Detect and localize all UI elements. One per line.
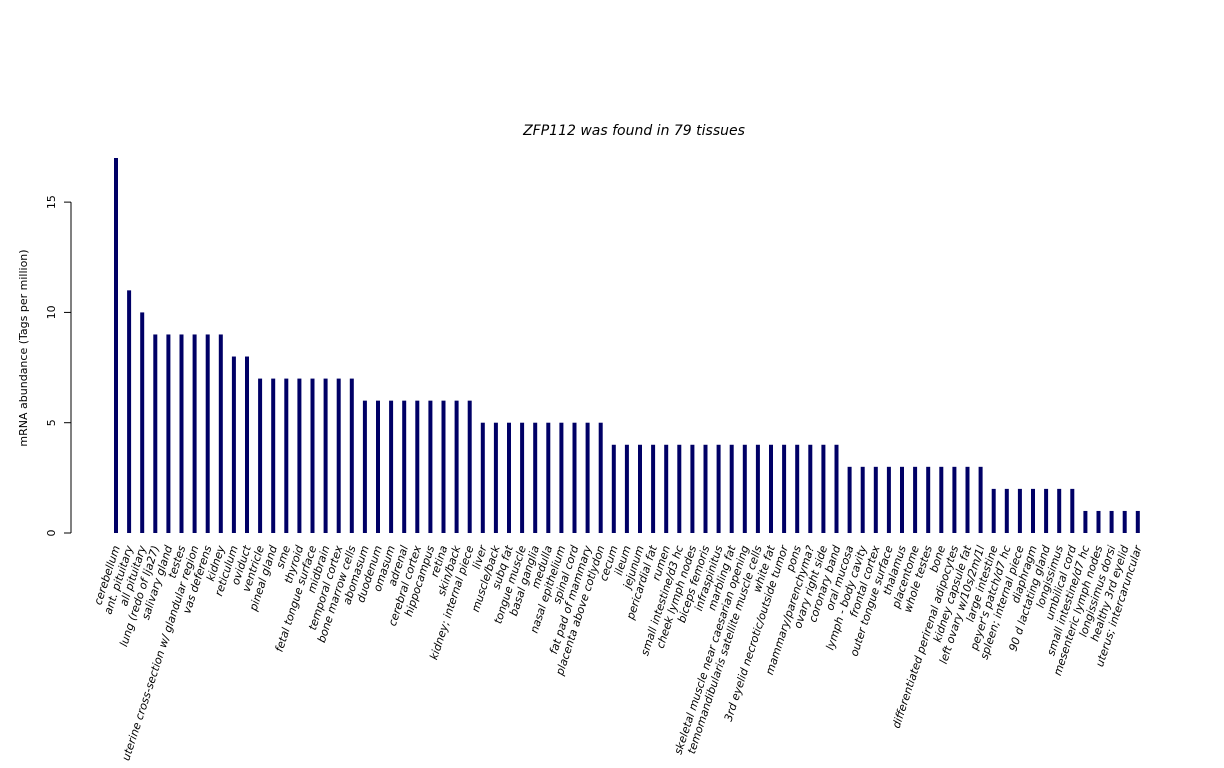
bar bbox=[376, 400, 380, 533]
bar bbox=[860, 466, 865, 533]
bar bbox=[886, 466, 891, 533]
bar bbox=[205, 334, 210, 533]
bar bbox=[873, 466, 878, 533]
chart-title: ZFP112 was found in 79 tissues bbox=[522, 123, 745, 139]
bar bbox=[1096, 510, 1101, 533]
bar bbox=[572, 422, 577, 533]
bar bbox=[1083, 510, 1088, 533]
bar bbox=[900, 466, 904, 533]
bar bbox=[507, 422, 511, 533]
bar bbox=[1031, 488, 1035, 533]
bar bbox=[1070, 488, 1075, 533]
bar bbox=[716, 444, 721, 533]
bar bbox=[834, 444, 839, 533]
bar bbox=[1109, 510, 1114, 533]
bar bbox=[140, 312, 145, 533]
bar bbox=[965, 466, 970, 533]
y-axis: 0 5 10 15 bbox=[45, 195, 72, 537]
bar bbox=[690, 444, 695, 533]
bar bbox=[769, 444, 773, 533]
bar bbox=[913, 466, 918, 533]
y-tick-label: 5 bbox=[45, 419, 58, 426]
bar bbox=[192, 334, 197, 533]
bar bbox=[415, 400, 420, 533]
y-tick-label: 15 bbox=[45, 195, 58, 209]
bar bbox=[638, 444, 642, 533]
bar bbox=[952, 466, 957, 533]
bar bbox=[782, 444, 787, 533]
bar bbox=[611, 444, 616, 533]
bar bbox=[729, 444, 734, 533]
bar bbox=[153, 334, 158, 533]
bar bbox=[703, 444, 708, 533]
bar bbox=[533, 422, 538, 533]
bar bbox=[795, 444, 800, 533]
bar bbox=[939, 466, 944, 533]
bar bbox=[755, 444, 760, 533]
bar bbox=[402, 400, 407, 533]
bar bbox=[297, 378, 302, 533]
bar bbox=[821, 444, 826, 533]
bar bbox=[245, 356, 249, 533]
bar bbox=[742, 444, 747, 533]
bar bbox=[231, 356, 236, 533]
bar bbox=[1044, 488, 1049, 533]
bar bbox=[598, 422, 603, 533]
bar bbox=[1004, 488, 1009, 533]
y-tick-label: 10 bbox=[45, 305, 58, 319]
bar bbox=[323, 378, 328, 533]
y-tick-label: 0 bbox=[45, 530, 58, 537]
bar bbox=[520, 422, 525, 533]
bar bbox=[218, 334, 223, 533]
bar bbox=[677, 444, 682, 533]
bar bbox=[991, 488, 996, 533]
bar bbox=[114, 158, 118, 533]
bar bbox=[310, 378, 315, 533]
bar bbox=[166, 334, 171, 533]
bar bbox=[454, 400, 459, 533]
bar bbox=[349, 378, 354, 533]
bar bbox=[651, 444, 656, 533]
bar bbox=[978, 466, 983, 533]
bar bbox=[127, 290, 132, 533]
bar bbox=[284, 378, 289, 533]
bar bbox=[664, 444, 669, 533]
bar bbox=[559, 422, 564, 533]
bar bbox=[585, 422, 590, 533]
bar bbox=[336, 378, 341, 533]
bar bbox=[546, 422, 551, 533]
bar bbox=[428, 400, 433, 533]
bars bbox=[114, 158, 1140, 533]
bar bbox=[441, 400, 446, 533]
bar bbox=[467, 400, 472, 533]
bar bbox=[808, 444, 813, 533]
bar bbox=[258, 378, 263, 533]
bar bbox=[926, 466, 931, 533]
bar bbox=[271, 378, 276, 533]
bar bbox=[1135, 510, 1140, 533]
bar bbox=[179, 334, 184, 533]
bar bbox=[1057, 488, 1062, 533]
bar bbox=[1017, 488, 1022, 533]
bar bbox=[847, 466, 852, 533]
bar bbox=[493, 422, 498, 533]
bar bbox=[362, 400, 367, 533]
bar bbox=[480, 422, 485, 533]
bar bbox=[389, 400, 394, 533]
bar bbox=[1122, 510, 1127, 533]
bar bbox=[624, 444, 629, 533]
y-axis-label: mRNA abundance (Tags per million) bbox=[17, 249, 30, 446]
